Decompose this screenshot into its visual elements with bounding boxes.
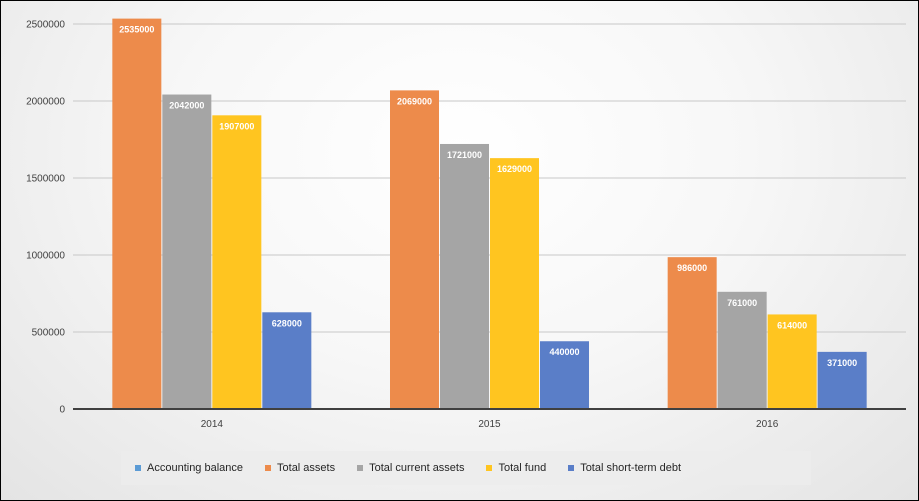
y-tick-label: 2000000	[26, 97, 65, 108]
bar	[817, 351, 867, 409]
data-label: 1907000	[219, 121, 254, 131]
bar	[767, 314, 817, 409]
legend-label: Total fund	[498, 462, 547, 474]
data-label: 1721000	[447, 150, 482, 160]
bar	[212, 115, 262, 410]
legend-item: Total current assets	[357, 462, 464, 474]
data-label: 371000	[827, 358, 857, 368]
bar	[490, 158, 539, 409]
data-label: 761000	[727, 298, 757, 308]
data-label: 440000	[549, 347, 579, 357]
data-label: 1629000	[497, 164, 532, 174]
legend-item: Accounting balance	[135, 462, 243, 474]
legend-item: Total assets	[265, 462, 335, 474]
data-label: 614000	[777, 320, 807, 330]
data-label: 986000	[677, 263, 707, 273]
bar	[390, 90, 439, 410]
data-label: 2069000	[397, 96, 432, 106]
legend-swatch	[486, 465, 493, 471]
bar	[717, 291, 767, 409]
bar	[262, 312, 312, 409]
x-tick-label: 2015	[478, 419, 501, 430]
legend-swatch	[357, 465, 364, 471]
y-tick-label: 1000000	[26, 251, 65, 262]
legend-item: Total short-term debt	[568, 462, 681, 474]
bar	[440, 143, 489, 409]
y-tick-label: 0	[59, 405, 65, 416]
legend-item: Total fund	[486, 462, 546, 474]
data-label: 628000	[272, 318, 302, 328]
x-tick-label: 2014	[201, 419, 224, 430]
legend-label: Total short-term debt	[580, 462, 682, 474]
data-label: 2042000	[169, 101, 204, 111]
bar	[112, 18, 162, 410]
x-tick-label: 2016	[756, 419, 779, 430]
y-tick-label: 2500000	[26, 20, 65, 31]
data-label: 2535000	[119, 25, 154, 35]
bar	[162, 94, 212, 410]
legend-label: Total assets	[277, 462, 336, 474]
legend-swatch	[265, 465, 272, 471]
legend-swatch	[135, 465, 141, 471]
legend-label: Total current assets	[369, 462, 465, 474]
y-tick-label: 500000	[32, 328, 66, 339]
legend-label: Accounting balance	[147, 462, 244, 474]
bar	[667, 257, 717, 409]
legend-swatch	[568, 465, 575, 471]
legend: Accounting balance Total assets Total curr…	[121, 451, 811, 485]
bar	[540, 341, 589, 409]
y-tick-label: 1500000	[26, 174, 65, 185]
